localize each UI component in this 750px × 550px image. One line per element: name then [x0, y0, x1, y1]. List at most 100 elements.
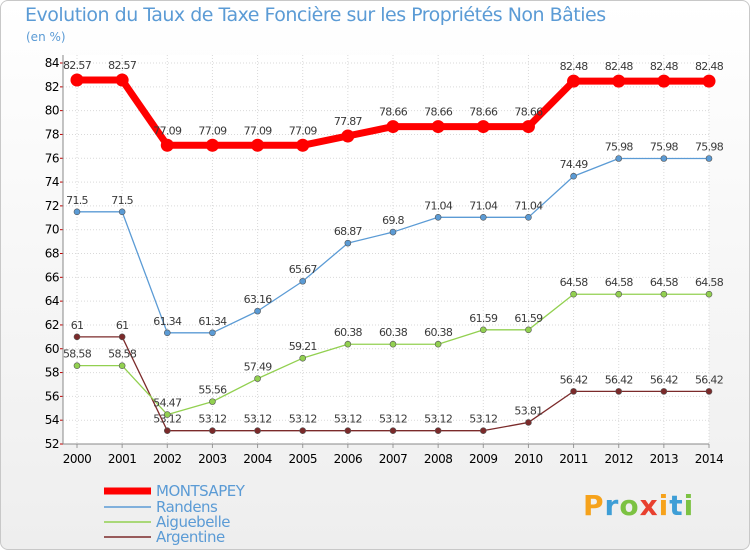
- data-point: [73, 362, 81, 369]
- data-label: 64.58: [605, 276, 634, 289]
- data-point: [570, 172, 577, 180]
- data-label: 77.09: [198, 124, 227, 137]
- x-tick-label: 2007: [379, 452, 408, 466]
- data-point: [118, 208, 126, 216]
- data-point: [163, 427, 171, 434]
- data-label: 53.12: [244, 413, 272, 426]
- x-tick-label: 2013: [650, 452, 679, 466]
- data-label: 59.21: [289, 340, 317, 353]
- series-aiguebelle: 58.58 58.58 54.47 55.56 57.49 59.21 60.38 60.38…: [63, 276, 724, 418]
- x-tick-label: 2003: [198, 452, 227, 466]
- x-tick-label: 2012: [604, 452, 633, 466]
- data-point: [389, 340, 397, 348]
- data-point: [251, 138, 265, 152]
- data-point: [521, 120, 535, 134]
- data-point: [73, 208, 81, 216]
- data-point: [209, 427, 216, 434]
- data-label: 82.57: [63, 59, 92, 72]
- x-tick-label: 2009: [469, 452, 498, 466]
- data-point: [389, 427, 397, 434]
- data-point: [163, 329, 171, 337]
- data-label: 78.66: [514, 106, 543, 119]
- data-point: [254, 375, 261, 382]
- data-point: [612, 74, 626, 88]
- data-label: 63.16: [244, 293, 273, 306]
- y-tick-label: 60: [45, 342, 59, 356]
- data-label: 53.12: [334, 413, 362, 426]
- logo-letter: i: [658, 489, 670, 522]
- data-label: 61: [71, 319, 84, 332]
- data-label: 78.66: [379, 106, 408, 119]
- data-point: [705, 290, 713, 298]
- y-tick-label: 56: [45, 389, 59, 403]
- logo-letter: P: [583, 489, 605, 522]
- data-label: 75.98: [650, 140, 679, 153]
- data-point: [341, 129, 355, 143]
- data-point: [705, 388, 713, 395]
- y-tick-label: 84: [45, 56, 59, 70]
- data-label: 64.58: [695, 276, 724, 289]
- data-point: [209, 398, 216, 405]
- data-label: 61.59: [469, 312, 498, 325]
- data-label: 82.48: [695, 60, 724, 73]
- x-tick-label: 2000: [63, 452, 92, 466]
- data-label: 61.59: [514, 312, 543, 325]
- data-label: 60.38: [424, 326, 453, 339]
- data-label: 71.5: [66, 194, 88, 207]
- data-label: 82.57: [108, 59, 137, 72]
- data-point: [163, 411, 171, 418]
- data-point: [73, 333, 81, 341]
- data-label: 74.49: [560, 158, 589, 171]
- data-label: 64.58: [650, 276, 679, 289]
- data-label: 77.09: [289, 124, 318, 137]
- data-point: [615, 388, 623, 395]
- data-point: [705, 155, 713, 162]
- data-label: 60.38: [379, 326, 408, 339]
- x-tick-label: 2008: [424, 452, 453, 466]
- data-label: 56.42: [560, 373, 588, 386]
- data-label: 53.12: [469, 413, 497, 426]
- data-label: 53.12: [424, 413, 452, 426]
- data-point: [118, 362, 126, 369]
- data-label: 64.58: [560, 276, 589, 289]
- y-tick-label: 64: [45, 294, 59, 308]
- data-point: [660, 290, 668, 298]
- data-label: 68.87: [334, 225, 363, 238]
- data-label: 56.42: [605, 373, 633, 386]
- data-label: 53.12: [153, 413, 181, 426]
- x-tick-label: 2001: [108, 452, 137, 466]
- data-label: 82.48: [650, 60, 679, 73]
- data-point: [660, 388, 668, 395]
- data-label: 77.87: [334, 115, 363, 128]
- data-label: 53.12: [289, 413, 317, 426]
- data-label: 53.12: [379, 413, 407, 426]
- data-point: [299, 427, 307, 434]
- data-point: [434, 427, 442, 434]
- y-tick-label: 58: [45, 366, 59, 380]
- data-label: 69.8: [382, 214, 404, 227]
- data-point: [657, 74, 671, 88]
- data-label: 78.66: [424, 106, 453, 119]
- data-label: 58.58: [108, 348, 137, 361]
- data-point: [389, 228, 397, 236]
- x-tick-label: 2004: [243, 452, 272, 466]
- data-label: 82.48: [605, 60, 634, 73]
- x-tick-label: 2002: [153, 452, 182, 466]
- data-point: [525, 419, 532, 426]
- logo-letter: o: [619, 489, 640, 522]
- data-label: 54.47: [153, 397, 182, 410]
- data-label: 56.42: [650, 373, 678, 386]
- y-tick-label: 70: [45, 223, 59, 237]
- unit-label: (en %): [26, 30, 66, 44]
- data-point: [344, 427, 352, 434]
- legend-label-argentine: Argentine: [156, 528, 225, 546]
- data-point: [434, 340, 442, 348]
- data-label: 53.12: [198, 413, 226, 426]
- series-argentine: 61 61 53.12 53.12 53.12 53.12 53.12 53.12 53.12 5…: [71, 319, 724, 434]
- data-point: [525, 214, 532, 221]
- data-label: 77.09: [244, 124, 273, 137]
- y-tick-label: 54: [45, 413, 59, 427]
- data-label: 58.58: [63, 348, 92, 361]
